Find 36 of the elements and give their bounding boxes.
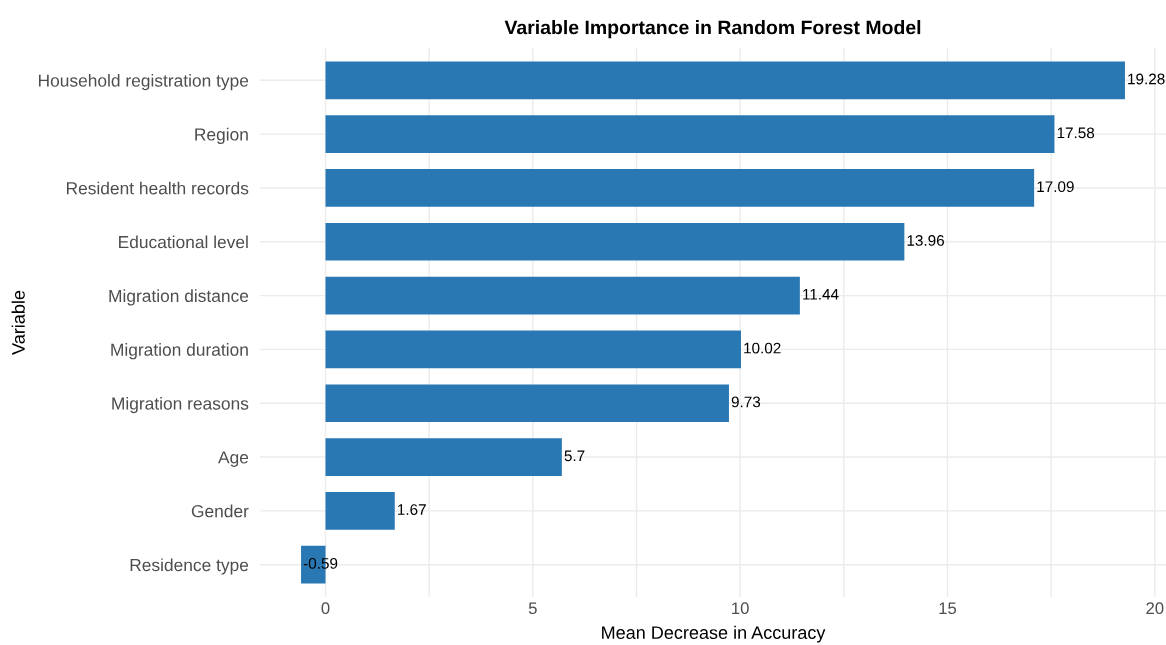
data-label: 17.58 bbox=[1057, 127, 1095, 139]
bar bbox=[325, 384, 729, 423]
data-label: 17.09 bbox=[1037, 181, 1074, 193]
data-label: 19.28 bbox=[1128, 73, 1165, 85]
data-label: 1.67 bbox=[398, 504, 426, 515]
y-tick-label: Gender bbox=[191, 504, 249, 518]
bar bbox=[325, 115, 1055, 153]
y-tick-label: Residence type bbox=[130, 558, 249, 575]
x-tick-label: 5 bbox=[528, 602, 537, 615]
y-tick-label: Migration reasons bbox=[112, 396, 249, 414]
x-tick-label: 15 bbox=[939, 602, 957, 615]
bar bbox=[325, 222, 905, 261]
data-label: 13.96 bbox=[907, 235, 944, 246]
y-tick-label: Resident health records bbox=[66, 181, 249, 195]
y-tick-label: Educational level bbox=[119, 235, 248, 249]
data-label: 11.44 bbox=[803, 289, 839, 300]
x-axis-title: Mean Decrease in Accuracy bbox=[602, 625, 826, 643]
data-label: 10.02 bbox=[744, 342, 781, 354]
x-tick-label: 0 bbox=[321, 602, 330, 615]
data-label: 9.73 bbox=[731, 396, 761, 408]
y-tick-label: Region bbox=[195, 127, 248, 145]
bar bbox=[325, 330, 741, 369]
y-tick-label: Household registration type bbox=[38, 74, 249, 91]
bar bbox=[325, 492, 395, 530]
y-axis-title: Variable bbox=[11, 290, 25, 355]
data-label: 5.7 bbox=[564, 450, 585, 462]
y-tick-label: Age bbox=[218, 451, 249, 467]
bar bbox=[325, 276, 800, 315]
y-tick-label: Migration distance bbox=[109, 289, 249, 306]
x-tick-label: 10 bbox=[732, 602, 749, 615]
chart-title: Variable Importance in Random Forest Model bbox=[504, 20, 921, 39]
y-tick-label: Migration duration bbox=[111, 343, 248, 360]
bar bbox=[325, 61, 1125, 100]
bar bbox=[325, 169, 1035, 207]
x-tick-label: 20 bbox=[1146, 602, 1164, 615]
bar bbox=[325, 438, 562, 476]
